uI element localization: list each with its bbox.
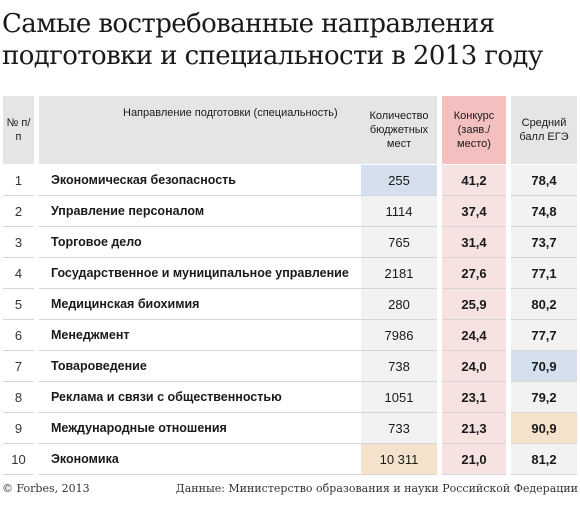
- row-number: 1: [3, 164, 34, 196]
- row-count: 1051: [361, 381, 437, 413]
- row-count: 7986: [361, 319, 437, 351]
- header-count: Количество бюджетных мест: [361, 96, 437, 165]
- table-row: 9 Международные отношения 733 21,3 90,9: [3, 412, 577, 444]
- row-ege: 77,1: [511, 257, 577, 289]
- row-contest: 21,3: [442, 412, 506, 444]
- footer: © Forbes, 2013 Данные: Министерство обра…: [2, 482, 578, 500]
- row-count: 733: [361, 412, 437, 444]
- row-direction: Реклама и связи с общественностью: [39, 381, 361, 413]
- table-row: 3 Торговое дело 765 31,4 73,7: [3, 226, 577, 258]
- row-direction: Международные отношения: [39, 412, 361, 444]
- row-direction: Медицинская биохимия: [39, 288, 361, 320]
- row-contest: 31,4: [442, 226, 506, 258]
- row-contest: 27,6: [442, 257, 506, 289]
- copyright: © Forbes, 2013: [2, 482, 90, 495]
- row-number: 2: [3, 195, 34, 227]
- row-ege: 74,8: [511, 195, 577, 227]
- header-num: № п/п: [3, 96, 34, 165]
- row-direction: Товароведение: [39, 350, 361, 382]
- table-row: 10 Экономика 10 311 21,0 81,2: [3, 443, 577, 475]
- row-ege: 70,9: [511, 350, 577, 382]
- header-direction: Направление подготовки (специальность): [39, 96, 361, 165]
- row-count: 280: [361, 288, 437, 320]
- table-row: 4 Государственное и муниципальное управле…: [3, 257, 577, 289]
- row-contest: 24,0: [442, 350, 506, 382]
- row-ege: 90,9: [511, 412, 577, 444]
- row-count: 10 311: [361, 443, 437, 475]
- table-row: 6 Менеджмент 7986 24,4 77,7: [3, 319, 577, 351]
- table-row: 7 Товароведение 738 24,0 70,9: [3, 350, 577, 382]
- row-count: 1114: [361, 195, 437, 227]
- row-contest: 25,9: [442, 288, 506, 320]
- row-count: 2181: [361, 257, 437, 289]
- page-title: Самые востребованные направления подгото…: [2, 9, 543, 71]
- row-ege: 81,2: [511, 443, 577, 475]
- row-contest: 41,2: [442, 164, 506, 196]
- table-row: 8 Реклама и связи с общественностью 1051 23…: [3, 381, 577, 413]
- table-row: 5 Медицинская биохимия 280 25,9 80,2: [3, 288, 577, 320]
- row-contest: 23,1: [442, 381, 506, 413]
- row-count: 255: [361, 164, 437, 196]
- row-ege: 77,7: [511, 319, 577, 351]
- row-ege: 80,2: [511, 288, 577, 320]
- table-row: 2 Управление персоналом 1114 37,4 74,8: [3, 195, 577, 227]
- row-direction: Экономика: [39, 443, 361, 475]
- row-contest: 21,0: [442, 443, 506, 475]
- row-number: 6: [3, 319, 34, 351]
- row-number: 4: [3, 257, 34, 289]
- row-ege: 73,7: [511, 226, 577, 258]
- row-number: 5: [3, 288, 34, 320]
- row-direction: Менеджмент: [39, 319, 361, 351]
- row-count: 765: [361, 226, 437, 258]
- row-ege: 79,2: [511, 381, 577, 413]
- source-note: Данные: Министерство образования и науки…: [175, 482, 578, 495]
- table-row: 1 Экономическая безопасность 255 41,2 78,4: [3, 164, 577, 196]
- row-number: 10: [3, 443, 34, 475]
- row-number: 9: [3, 412, 34, 444]
- row-number: 7: [3, 350, 34, 382]
- row-count: 738: [361, 350, 437, 382]
- row-number: 3: [3, 226, 34, 258]
- row-direction: Торговое дело: [39, 226, 361, 258]
- row-direction: Управление персоналом: [39, 195, 361, 227]
- header-contest: Конкурс (заяв./ место): [442, 96, 506, 165]
- row-direction: Экономическая безопасность: [39, 164, 361, 196]
- data-table: № п/п Направление подготовки (специально…: [3, 96, 577, 475]
- row-direction: Государственное и муниципальное управлен…: [39, 257, 361, 289]
- table-header-row: № п/п Направление подготовки (специально…: [3, 96, 577, 165]
- row-number: 8: [3, 381, 34, 413]
- row-contest: 37,4: [442, 195, 506, 227]
- row-contest: 24,4: [442, 319, 506, 351]
- header-ege: Средний балл ЕГЭ: [511, 96, 577, 165]
- row-ege: 78,4: [511, 164, 577, 196]
